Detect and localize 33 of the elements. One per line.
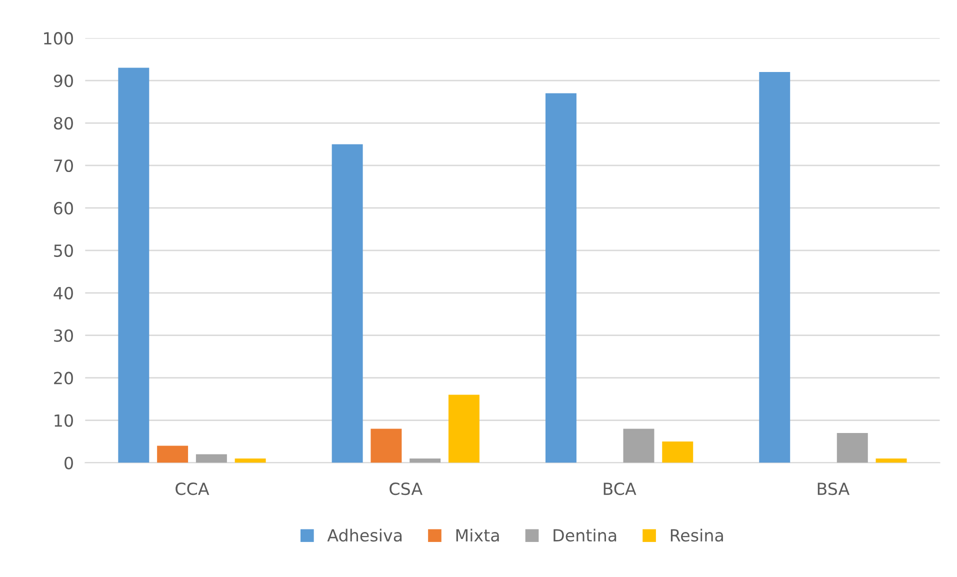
y-tick-label: 40: [54, 286, 73, 300]
bar: [448, 394, 480, 463]
bar: [234, 458, 266, 463]
bar: [759, 72, 790, 463]
y-tick-label: 10: [54, 414, 73, 427]
y-tick-label: 80: [54, 116, 73, 130]
y-tick-label: 20: [54, 372, 73, 384]
legend-label: Adhesiva: [327, 528, 402, 542]
legend-label: Dentina: [554, 528, 616, 542]
y-tick-label: 100: [44, 32, 73, 45]
y-tick-label: 50: [54, 244, 73, 257]
legend-label: Mixta: [456, 528, 499, 542]
x-tick-label: CCA: [176, 482, 210, 496]
y-tick-label: 90: [54, 74, 73, 88]
bar: [410, 458, 441, 463]
legend-label: Resina: [670, 528, 723, 542]
y-tick-label: 30: [54, 329, 73, 342]
bar: [196, 454, 227, 463]
x-tick-label: BSA: [818, 482, 850, 496]
bar: [332, 144, 363, 463]
bar: [623, 428, 654, 463]
bar: [118, 68, 150, 463]
bar: [157, 446, 188, 463]
bar: [662, 442, 694, 463]
bar: [370, 428, 402, 463]
bar: [836, 433, 868, 463]
bar: [545, 93, 576, 463]
x-tick-label: CSA: [390, 482, 422, 496]
bar: [876, 458, 907, 463]
y-tick-label: 60: [54, 202, 73, 215]
y-tick-label: 70: [54, 159, 73, 172]
x-tick-label: BCA: [604, 482, 636, 496]
y-tick-label: 0: [64, 456, 73, 470]
